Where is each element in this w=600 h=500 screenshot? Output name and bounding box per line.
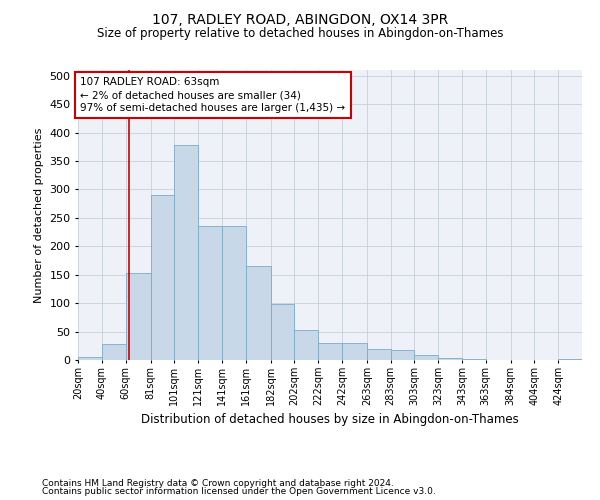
Text: 107 RADLEY ROAD: 63sqm
← 2% of detached houses are smaller (34)
97% of semi-deta: 107 RADLEY ROAD: 63sqm ← 2% of detached … [80,77,346,113]
Text: Contains HM Land Registry data © Crown copyright and database right 2024.: Contains HM Land Registry data © Crown c… [42,478,394,488]
Y-axis label: Number of detached properties: Number of detached properties [34,128,44,302]
Bar [342,343,367,360]
Text: Contains public sector information licensed under the Open Government Licence v3: Contains public sector information licen… [42,487,436,496]
Bar [125,273,151,360]
Bar [245,266,271,360]
Bar [295,330,318,360]
Bar [367,348,391,360]
Bar [391,350,415,360]
X-axis label: Distribution of detached houses by size in Abingdon-on-Thames: Distribution of detached houses by size … [141,414,519,426]
Bar [102,344,125,360]
Text: 107, RADLEY ROAD, ABINGDON, OX14 3PR: 107, RADLEY ROAD, ABINGDON, OX14 3PR [152,12,448,26]
Bar [78,357,102,360]
Bar [174,145,198,360]
Bar [558,359,582,360]
Bar [318,343,342,360]
Bar [415,356,438,360]
Bar [151,195,174,360]
Bar [222,226,245,360]
Bar [271,304,295,360]
Text: Size of property relative to detached houses in Abingdon-on-Thames: Size of property relative to detached ho… [97,28,503,40]
Bar [438,358,462,360]
Bar [198,226,222,360]
